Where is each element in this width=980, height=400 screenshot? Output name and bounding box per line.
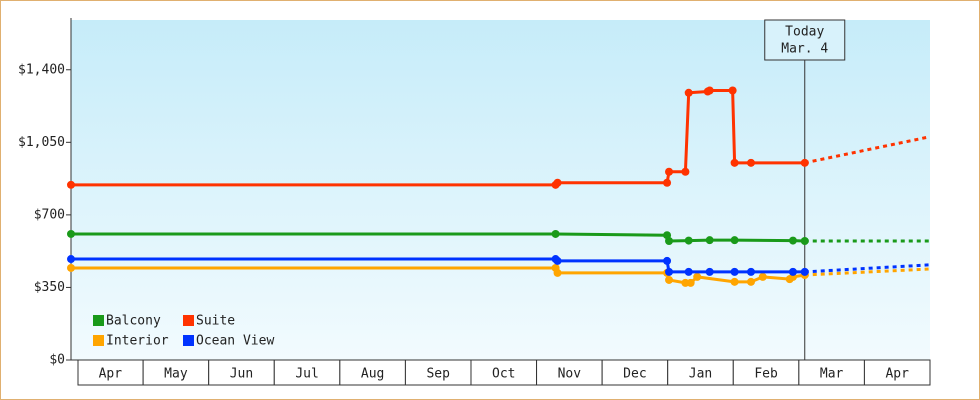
point — [758, 272, 767, 281]
point — [663, 256, 672, 265]
projection-line — [804, 263, 931, 274]
y-tick-label: $350 — [34, 280, 65, 295]
legend-label: Interior — [106, 334, 169, 349]
legend-label: Balcony — [106, 314, 161, 329]
plot-area — [71, 20, 930, 360]
x-tick-label: Sep — [426, 367, 450, 382]
y-tick-label: $1,050 — [18, 135, 65, 150]
point — [67, 263, 75, 272]
x-tick-label: Oct — [492, 367, 515, 382]
x-tick-cell — [339, 359, 406, 386]
x-tick-label: Jan — [689, 367, 712, 382]
x-tick-cell — [798, 359, 865, 386]
point — [800, 237, 809, 245]
point — [67, 255, 75, 264]
today-box — [764, 19, 846, 61]
x-tick-cell — [77, 359, 144, 386]
legend-label: Suite — [196, 314, 235, 329]
point — [665, 237, 674, 245]
point — [665, 167, 674, 176]
x-tick-label: Apr — [885, 367, 909, 382]
point — [684, 236, 693, 245]
x-tick-label: Aug — [361, 367, 384, 382]
point — [665, 275, 674, 284]
x-tick-label: Nov — [558, 367, 582, 382]
point — [684, 88, 693, 97]
today-label: Mar. 4 — [781, 42, 828, 57]
x-tick-label: Mar — [820, 367, 844, 382]
y-tick-label: $1,400 — [18, 62, 65, 77]
x-tick-label: Jun — [230, 367, 253, 382]
legend-swatch — [93, 315, 104, 326]
point — [746, 277, 755, 286]
x-tick-label: Dec — [623, 367, 646, 382]
x-tick-cell — [273, 359, 341, 386]
point — [553, 268, 562, 277]
point — [67, 180, 75, 189]
point — [730, 277, 739, 286]
point — [67, 229, 75, 238]
point — [665, 267, 674, 276]
x-tick-cell — [667, 359, 734, 386]
y-tick-label: $700 — [34, 207, 65, 222]
legend-swatch — [183, 335, 194, 346]
point — [730, 158, 739, 167]
point — [693, 272, 702, 281]
projection-line — [804, 135, 931, 165]
point — [705, 267, 714, 276]
point — [663, 178, 672, 187]
point — [551, 229, 560, 238]
point — [730, 267, 739, 276]
point — [681, 167, 690, 176]
point — [746, 158, 755, 167]
point — [553, 256, 562, 265]
x-tick-cell — [863, 359, 931, 386]
point — [788, 236, 797, 245]
point — [686, 278, 695, 287]
x-tick-label: Apr — [99, 367, 123, 382]
y-tick-label: $0 — [49, 353, 65, 368]
legend-label: Ocean View — [196, 334, 274, 349]
point — [684, 267, 693, 276]
legend-swatch — [183, 315, 194, 326]
point — [705, 236, 714, 245]
point — [800, 158, 809, 167]
x-tick-cell — [208, 359, 275, 386]
point — [553, 178, 562, 187]
point — [705, 86, 714, 95]
x-tick-cell — [536, 359, 603, 386]
point — [788, 267, 797, 276]
today-label: Today — [785, 25, 824, 40]
x-tick-label: Feb — [754, 367, 778, 382]
series-line — [71, 266, 805, 285]
projection-line — [804, 267, 931, 277]
point — [746, 267, 755, 276]
x-tick-label: Jul — [295, 367, 318, 382]
point — [800, 267, 809, 276]
x-tick-cell — [142, 359, 210, 386]
x-tick-label: May — [164, 367, 188, 382]
legend-swatch — [93, 335, 104, 346]
point — [728, 86, 737, 95]
point — [730, 236, 739, 245]
